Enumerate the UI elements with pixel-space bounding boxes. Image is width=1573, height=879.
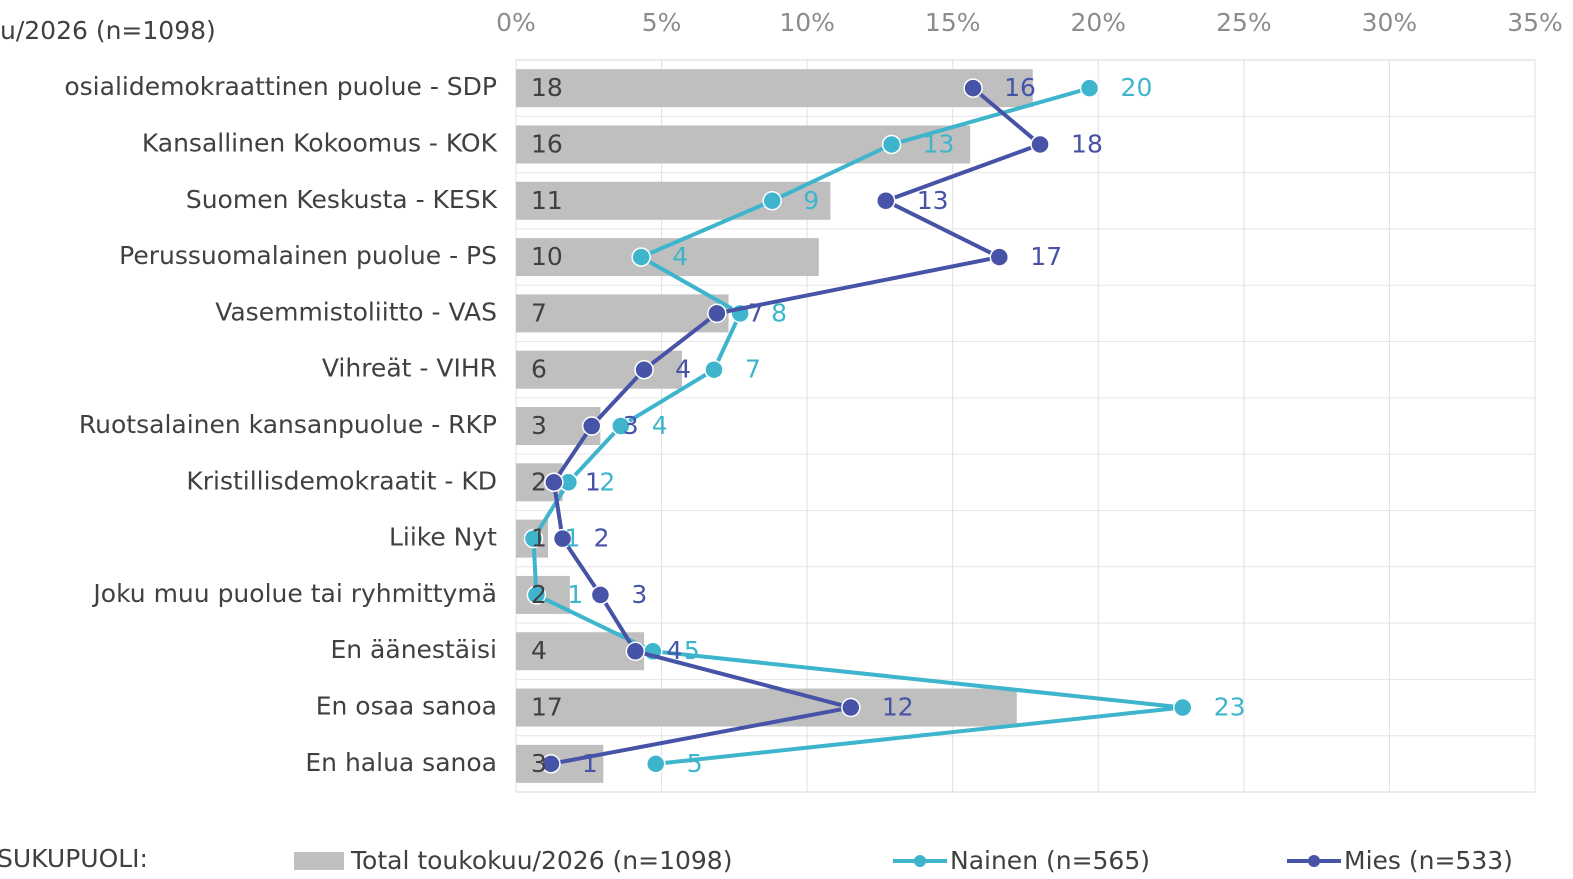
data-label: 16 xyxy=(1004,73,1036,102)
legend-label: Total toukokuu/2026 (n=1098) xyxy=(350,846,732,875)
category-label: Liike Nyt xyxy=(389,523,497,552)
bar xyxy=(516,688,1017,727)
marker xyxy=(989,247,1010,267)
legend-swatch xyxy=(294,852,344,870)
category-label: Joku muu puolue tai ryhmittymä xyxy=(91,579,497,608)
chart-title: u/2026 (n=1098) xyxy=(0,16,216,45)
marker xyxy=(881,134,902,155)
marker xyxy=(707,303,727,324)
data-label: 3 xyxy=(623,411,639,440)
category-label: Vihreät - VIHR xyxy=(322,354,497,383)
category-label: Vasemmistoliitto - VAS xyxy=(215,297,497,326)
category-label: En osaa sanoa xyxy=(316,692,497,721)
data-label: 1 xyxy=(582,749,598,778)
marker xyxy=(634,359,654,380)
data-label: 4 xyxy=(666,636,682,665)
data-label: 7 xyxy=(748,298,764,327)
marker xyxy=(631,247,651,267)
data-label: 4 xyxy=(672,242,688,271)
marker xyxy=(876,191,896,211)
data-label: 20 xyxy=(1121,73,1153,102)
bar xyxy=(516,125,971,164)
x-tick-label: 5% xyxy=(642,8,682,37)
data-label: 12 xyxy=(882,693,914,722)
x-tick-label: 15% xyxy=(925,8,981,37)
bar xyxy=(516,350,682,389)
marker xyxy=(625,641,646,661)
data-label: 2 xyxy=(594,524,610,553)
marker xyxy=(1030,134,1050,155)
data-label: 4 xyxy=(652,411,668,440)
x-tick-label: 0% xyxy=(496,8,536,37)
legend-swatch xyxy=(1308,855,1320,867)
data-label: 4 xyxy=(675,355,691,384)
marker xyxy=(590,585,611,605)
data-label: 1 xyxy=(567,580,583,609)
data-label: 5 xyxy=(687,749,703,778)
plot-area xyxy=(515,59,1536,793)
data-label: 4 xyxy=(531,636,547,665)
data-label: 17 xyxy=(531,693,563,722)
data-label: 9 xyxy=(803,186,819,215)
legend-swatch xyxy=(914,855,926,867)
data-label: 18 xyxy=(1071,129,1103,158)
data-label: 1 xyxy=(564,524,580,553)
category-label: Perussuomalainen puolue - PS xyxy=(119,241,497,270)
data-label: 17 xyxy=(1030,242,1062,271)
marker xyxy=(526,585,547,605)
marker xyxy=(581,416,602,436)
marker xyxy=(704,359,724,380)
data-label: 23 xyxy=(1214,693,1246,722)
category-label: Ruotsalainen kansanpuolue - RKP xyxy=(79,410,497,439)
data-label: 7 xyxy=(745,355,761,384)
data-label: 7 xyxy=(531,298,547,327)
legend-label: Mies (n=533) xyxy=(1344,846,1513,875)
data-label: 5 xyxy=(684,636,700,665)
category-label: Kristillisdemokraatit - KD xyxy=(186,466,497,495)
x-tick-label: 25% xyxy=(1216,8,1272,37)
marker xyxy=(541,754,561,774)
data-label: 2 xyxy=(531,580,547,609)
data-label: 10 xyxy=(531,242,563,271)
data-label: 16 xyxy=(531,129,563,158)
bar xyxy=(516,294,729,333)
x-tick-label: 30% xyxy=(1362,8,1418,37)
marker xyxy=(963,78,983,98)
marker xyxy=(611,416,631,436)
data-label: 3 xyxy=(631,580,647,609)
data-label: 6 xyxy=(531,355,547,384)
data-label: 18 xyxy=(531,73,563,102)
data-label: 13 xyxy=(923,129,955,158)
data-label: 3 xyxy=(531,411,547,440)
marker xyxy=(1172,697,1193,718)
category-label: Suomen Keskusta - KESK xyxy=(186,185,498,214)
marker xyxy=(645,754,666,774)
data-label: 3 xyxy=(531,749,547,778)
marker xyxy=(762,191,782,211)
data-label: 2 xyxy=(531,467,547,496)
category-label: Kansallinen Kokoomus - KOK xyxy=(142,128,498,157)
data-label: 13 xyxy=(917,186,949,215)
legend-title: SUKUPUOLI: xyxy=(0,844,148,873)
marker xyxy=(841,697,861,718)
marker xyxy=(552,528,573,549)
data-label: 1 xyxy=(585,467,601,496)
data-label: 1 xyxy=(531,524,547,553)
legend-label: Nainen (n=565) xyxy=(950,846,1150,875)
x-tick-label: 10% xyxy=(779,8,835,37)
bar xyxy=(516,181,831,220)
data-label: 8 xyxy=(771,298,787,327)
marker xyxy=(1079,78,1100,98)
category-label: En halua sanoa xyxy=(305,748,497,777)
marker xyxy=(544,472,564,493)
x-tick-label: 35% xyxy=(1507,8,1563,37)
category-label: osialidemokraattinen puolue - SDP xyxy=(64,72,497,101)
marker xyxy=(523,528,544,549)
bar xyxy=(516,69,1033,108)
data-label: 2 xyxy=(599,467,615,496)
category-label: En äänestäisi xyxy=(330,635,497,664)
data-label: 11 xyxy=(531,186,563,215)
x-tick-label: 20% xyxy=(1070,8,1126,37)
